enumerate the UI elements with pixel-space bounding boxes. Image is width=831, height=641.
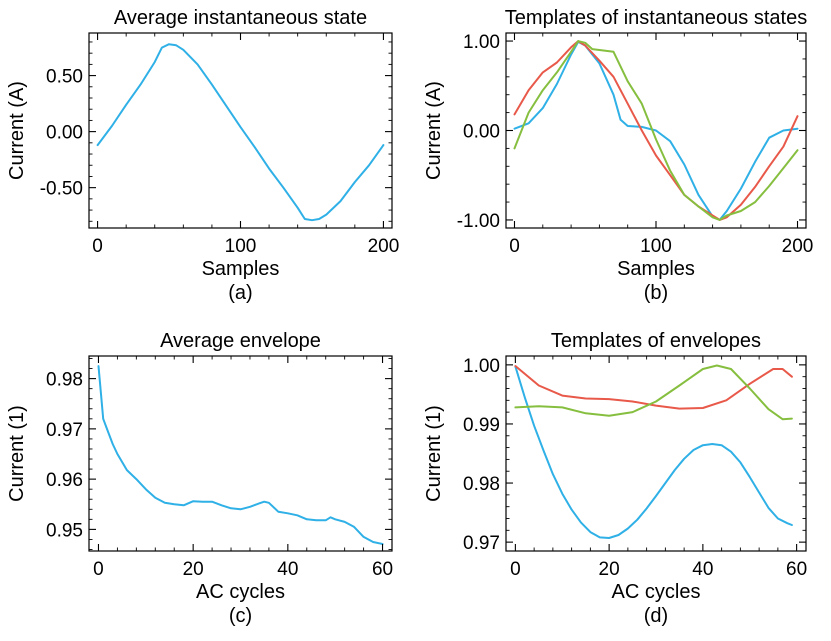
y-tick-label: -1.00 [457, 211, 500, 232]
chart-title: Average instantaneous state [114, 7, 367, 29]
x-tick-label: 20 [599, 559, 620, 580]
x-axis-label: AC cycles [196, 581, 285, 603]
x-axis-label: AC cycles [612, 581, 701, 603]
y-tick-label: 0.95 [46, 520, 83, 541]
y-tick-label: 0.99 [463, 415, 500, 436]
x-tick-label: 100 [640, 236, 672, 257]
y-axis-label: Current (A) [6, 81, 28, 180]
x-tick-label: 200 [782, 236, 814, 257]
y-axis-label: Current (A) [423, 81, 445, 180]
y-tick-label: 0.98 [463, 474, 500, 495]
series-line-template-2 [514, 365, 793, 410]
y-tick-label: 0.98 [46, 370, 83, 391]
series-line-template-1 [514, 365, 793, 539]
series-line-template-3 [514, 364, 793, 421]
series-line-template-1 [513, 40, 799, 221]
chart-title: Templates of instantaneous states [505, 7, 807, 29]
x-axis-label: Samples [202, 258, 280, 280]
x-tick-label: 20 [183, 559, 204, 580]
x-tick-label: 60 [372, 559, 393, 580]
panel-d: 0 20 40 60 0.97 0.98 0.99 1.00 Templates of enve… [423, 330, 807, 627]
y-tick-label: 1.00 [463, 356, 500, 377]
chart-title: Templates of envelopes [551, 330, 761, 352]
plot-frame [88, 355, 393, 552]
panel-c: 0 20 40 60 0.95 0.96 0.97 0.98 Average envelope A… [6, 330, 393, 627]
y-axis-label: Current (1) [6, 405, 28, 502]
x-tick-label: 200 [368, 236, 400, 257]
y-tick-label: 0.00 [463, 122, 500, 143]
y-tick-label: -0.50 [40, 179, 83, 200]
series-line-template-3 [513, 40, 799, 221]
x-tick-label: 100 [225, 236, 257, 257]
series-line-average [96, 43, 385, 222]
y-axis-label: Current (1) [423, 405, 445, 502]
x-tick-label: 60 [786, 559, 807, 580]
panel-caption: (a) [228, 282, 252, 304]
x-tick-label: 40 [277, 559, 298, 580]
panel-caption: (d) [644, 605, 668, 627]
y-tick-label: 1.00 [463, 32, 500, 53]
panel-caption: (c) [229, 605, 252, 627]
panel-a: 0 100 200 -0.50 0.00 0.50 Average instantaneou… [6, 7, 399, 304]
x-tick-label: 0 [92, 236, 103, 257]
plot-frame [88, 32, 393, 229]
panel-caption: (b) [644, 282, 668, 304]
x-tick-label: 0 [509, 236, 520, 257]
series-line-average [97, 365, 384, 545]
y-tick-label: 0.96 [46, 470, 83, 491]
plot-frame [505, 355, 807, 552]
y-tick-label: 0.97 [46, 420, 83, 441]
y-tick-label: 0.97 [463, 533, 500, 554]
x-tick-label: 40 [692, 559, 713, 580]
x-tick-label: 0 [510, 559, 521, 580]
chart-title: Average envelope [160, 330, 321, 352]
x-tick-label: 0 [93, 559, 104, 580]
y-tick-label: 0.00 [46, 123, 83, 144]
series-line-template-2 [513, 40, 799, 221]
y-tick-label: 0.50 [46, 67, 83, 88]
x-axis-label: Samples [617, 258, 695, 280]
